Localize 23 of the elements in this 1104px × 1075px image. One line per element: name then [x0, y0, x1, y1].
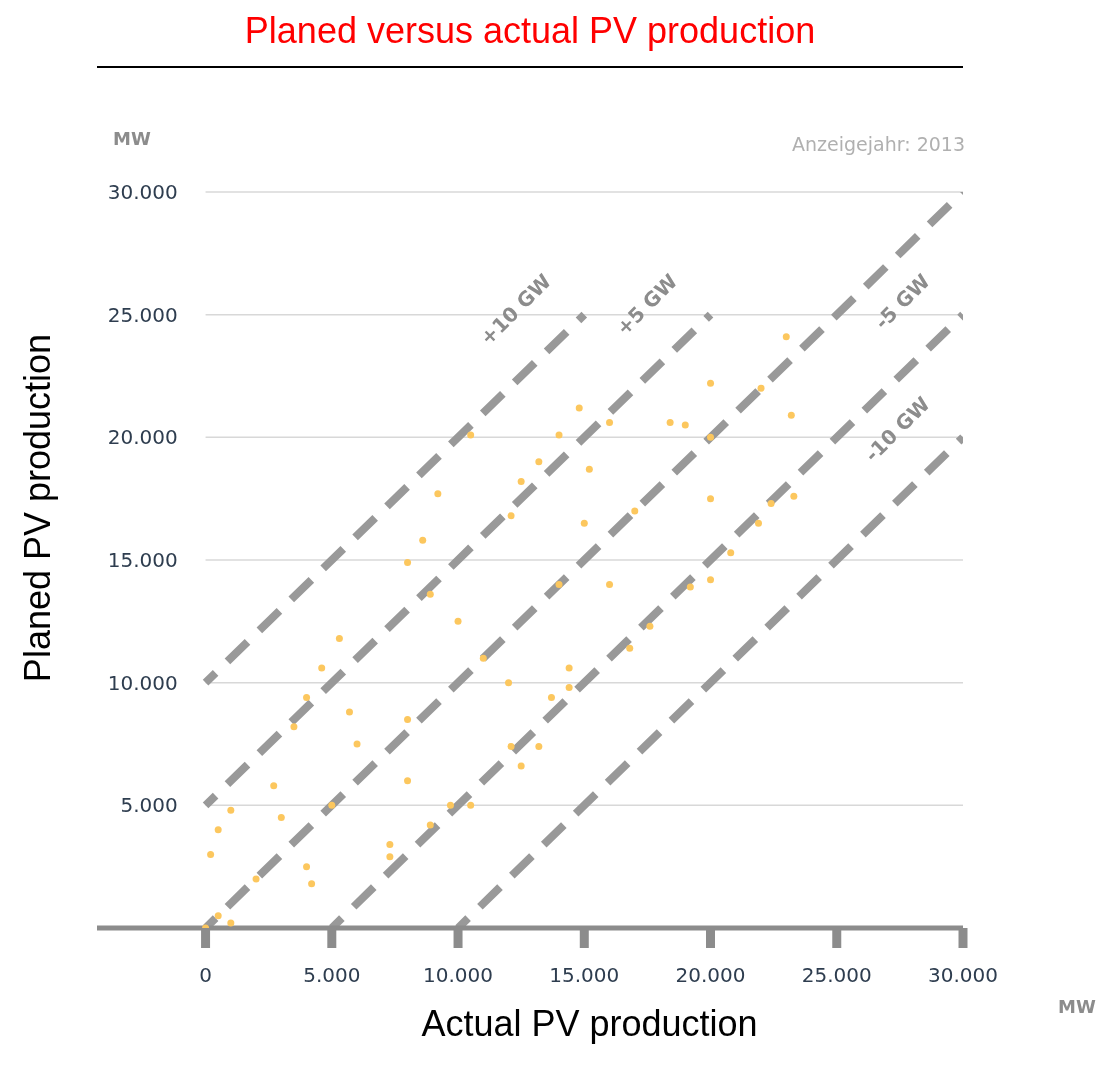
text: MW [1058, 996, 1096, 1017]
text: -5 GW [869, 269, 935, 335]
text: MW [113, 128, 151, 149]
y-axis-title: Planed PV production [17, 333, 59, 683]
x-tick-label: 5.000 [303, 963, 361, 988]
y-tick-label: 15.000 [107, 548, 178, 573]
y-tick-label: 25.000 [107, 302, 178, 327]
x-axis-title: Actual PV production [421, 1003, 758, 1044]
text: +5 GW [611, 269, 683, 341]
x-tick-label: 25.000 [801, 963, 872, 988]
x-tick-label: 15.000 [549, 963, 620, 988]
x-tick-label: 10.000 [423, 963, 494, 988]
x-tick-label: 20.000 [675, 963, 746, 988]
text: -10 GW [859, 391, 935, 467]
x-tick-label: 30.000 [928, 963, 998, 988]
y-tick-label: 20.000 [107, 425, 178, 450]
y-tick-label: 10.000 [107, 670, 178, 695]
chart-title: Planed versus actual PV production [243, 10, 817, 52]
text: +10 GW [475, 269, 556, 350]
text: Anzeigejahr: 2013 [792, 133, 965, 155]
x-tick-label: 0 [199, 963, 212, 988]
y-tick-label: 5.000 [120, 793, 178, 818]
y-tick-label: 30.000 [107, 180, 178, 205]
